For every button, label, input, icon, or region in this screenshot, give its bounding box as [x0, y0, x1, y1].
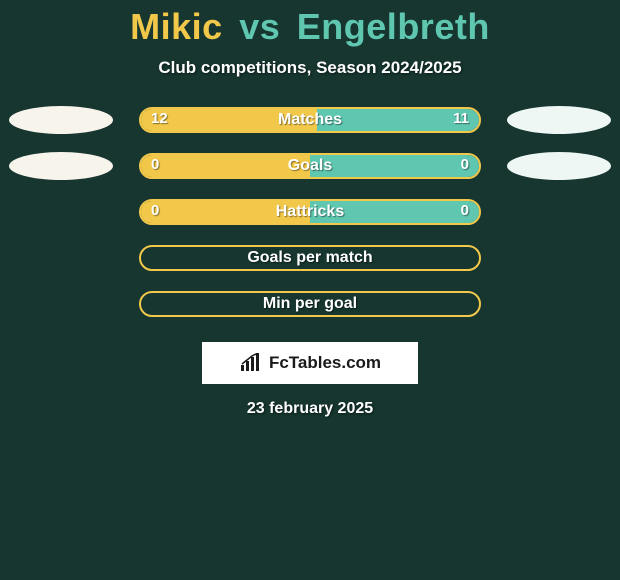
- stat-bar: 0 0 Hattricks: [139, 199, 481, 225]
- player1-ellipse: [9, 152, 113, 180]
- player1-ellipse: [9, 106, 113, 134]
- comparison-infographic: Mikic vs Engelbreth Club competitions, S…: [0, 0, 620, 580]
- stat-left-value: 0: [151, 202, 159, 219]
- stats-container: 12 11 Matches 0 0 Goals 0 0 Hattricks Goals per m…: [9, 106, 611, 336]
- bar-fill-right: [310, 155, 479, 177]
- stat-label: Goals: [288, 157, 332, 175]
- stat-row: 12 11 Matches: [9, 106, 611, 134]
- stat-bar: 0 0 Goals: [139, 153, 481, 179]
- player2-ellipse: [507, 198, 611, 226]
- stat-right-value: 0: [461, 202, 469, 219]
- player1-ellipse: [9, 198, 113, 226]
- page-title: Mikic vs Engelbreth: [130, 6, 490, 48]
- title-player1: Mikic: [130, 6, 223, 47]
- stat-left-value: 0: [151, 156, 159, 173]
- stat-row: 0 0 Hattricks: [9, 198, 611, 226]
- stat-row: Min per goal: [9, 290, 611, 318]
- title-player2: Engelbreth: [297, 6, 490, 47]
- date-stamp: 23 february 2025: [247, 400, 373, 418]
- branding-text: FcTables.com: [269, 353, 381, 373]
- title-vs: vs: [239, 6, 280, 47]
- stat-right-value: 0: [461, 156, 469, 173]
- player2-ellipse: [507, 106, 611, 134]
- stat-label: Matches: [278, 111, 342, 129]
- player1-ellipse: [9, 290, 113, 318]
- subtitle: Club competitions, Season 2024/2025: [158, 58, 461, 78]
- player1-ellipse: [9, 244, 113, 272]
- bar-fill-left: [141, 155, 310, 177]
- chart-icon: [239, 353, 263, 373]
- stat-bar: Min per goal: [139, 291, 481, 317]
- stat-bar: 12 11 Matches: [139, 107, 481, 133]
- player2-ellipse: [507, 244, 611, 272]
- stat-row: Goals per match: [9, 244, 611, 272]
- stat-row: 0 0 Goals: [9, 152, 611, 180]
- player2-ellipse: [507, 290, 611, 318]
- stat-left-value: 12: [151, 110, 168, 127]
- branding-box: FcTables.com: [202, 342, 418, 384]
- stat-bar: Goals per match: [139, 245, 481, 271]
- stat-label: Hattricks: [276, 203, 344, 221]
- stat-label: Min per goal: [263, 295, 357, 313]
- player2-ellipse: [507, 152, 611, 180]
- stat-label: Goals per match: [247, 249, 372, 267]
- stat-right-value: 11: [453, 110, 469, 127]
